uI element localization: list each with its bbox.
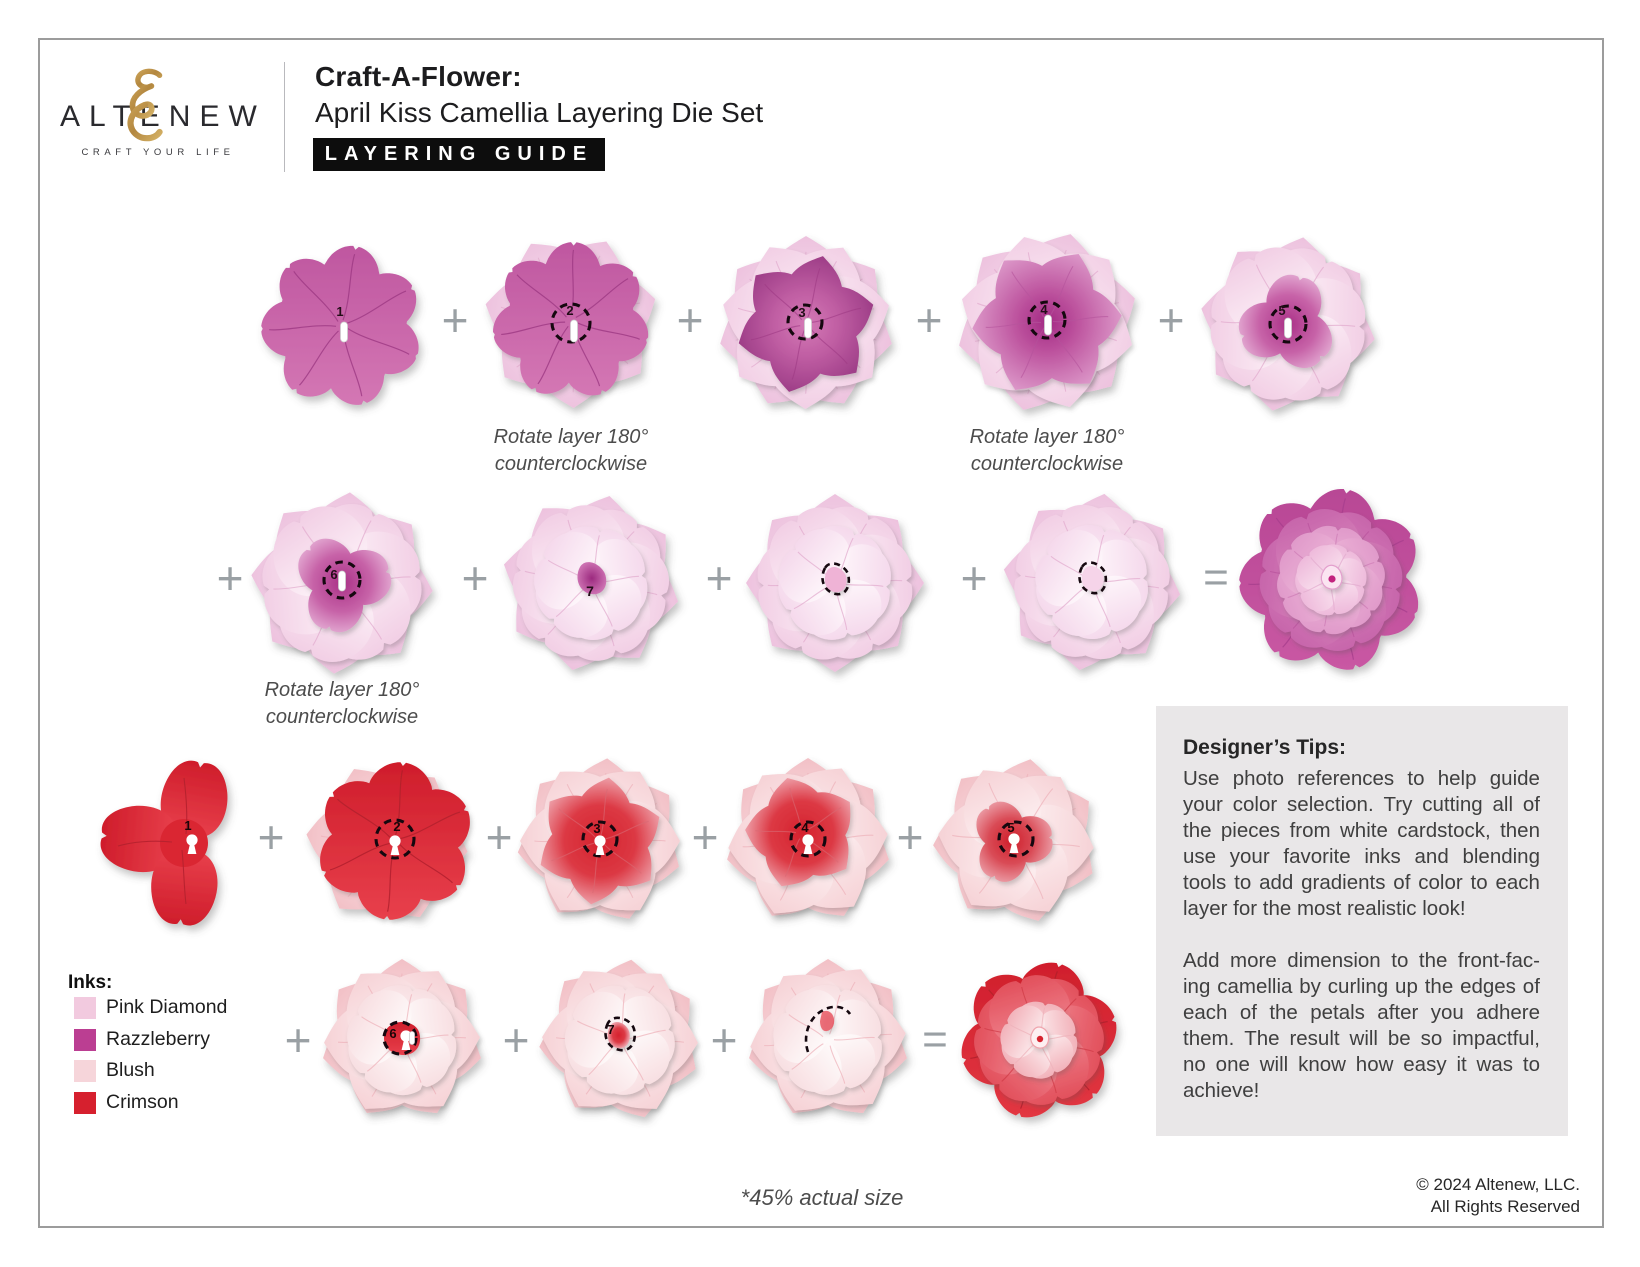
svg-text:1: 1	[184, 818, 191, 833]
svg-text:4: 4	[1040, 302, 1048, 317]
svg-text:2: 2	[566, 303, 573, 318]
svg-text:6: 6	[389, 1026, 396, 1041]
svg-text:3: 3	[593, 821, 600, 836]
svg-text:5: 5	[1278, 303, 1285, 318]
svg-text:4: 4	[801, 820, 809, 835]
svg-text:2: 2	[393, 819, 400, 834]
svg-text:7: 7	[586, 583, 594, 599]
svg-text:1: 1	[336, 304, 343, 319]
svg-text:7: 7	[607, 1022, 614, 1037]
svg-text:6: 6	[330, 567, 337, 582]
svg-text:3: 3	[798, 305, 805, 320]
svg-text:5: 5	[1007, 820, 1014, 835]
